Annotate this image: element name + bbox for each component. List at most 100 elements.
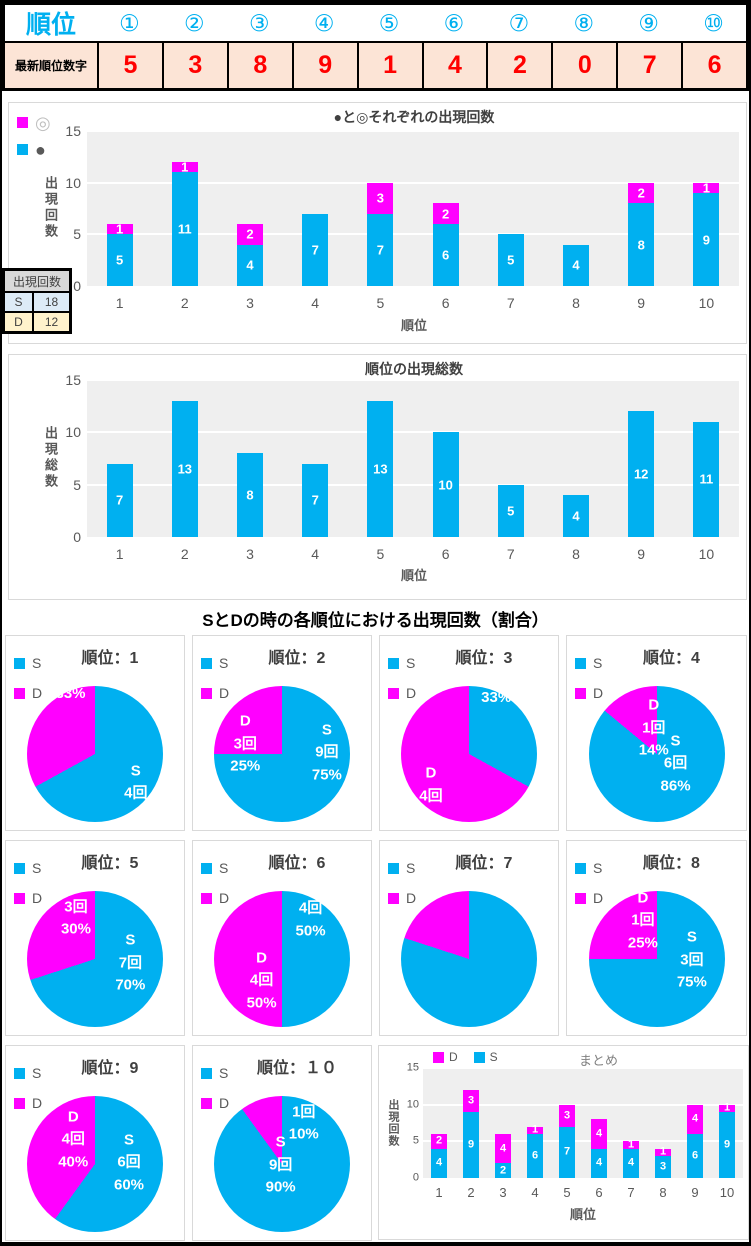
pie-data-label: S 4回 50% (295, 876, 326, 939)
legend-swatch-d (388, 892, 399, 904)
bar-segment-D (719, 1104, 735, 1112)
y-tick-label: 15 (406, 1061, 419, 1074)
bar-value-label: 12 (633, 466, 649, 482)
bar-value-label: 8 (637, 237, 645, 253)
bar-value-label: 5 (507, 252, 515, 268)
legend-swatch-d (14, 687, 25, 699)
x-tick-label: 2 (467, 1185, 475, 1200)
count-label-d[interactable]: D (5, 313, 34, 331)
latest-number-cell-7[interactable]: 2 (486, 43, 551, 88)
bar-value-label: 7 (376, 242, 384, 258)
total-bar-chart: 順位の出現総数 出現総数 0 5 10 15 7 1 13 2 8 3 7 4 13 5 10 6 5 7 4 8 12… (8, 354, 747, 600)
legend-item-s: S (473, 1050, 498, 1064)
bar-value-label: 2 (435, 1134, 443, 1147)
pie-title: 順位：2 (268, 650, 326, 667)
bar-segment-◎ (367, 182, 394, 214)
bar-value-label: 4 (595, 1127, 603, 1140)
x-tick-label: 6 (595, 1185, 603, 1200)
y-tick-label: 10 (65, 424, 81, 441)
bar-segment-D (527, 1126, 543, 1134)
bar-segment-D (655, 1148, 671, 1156)
x-tick-label: 3 (499, 1185, 507, 1200)
pie-title: 順位：6 (268, 855, 326, 872)
bar-value-label: 10 (438, 477, 453, 493)
rank-header-label: 順位 (25, 11, 76, 39)
pie-title: 順位：4 (643, 650, 700, 667)
bar-value-label: 3 (563, 1109, 571, 1122)
count-value-s[interactable]: 18 (44, 295, 59, 309)
bar-segment-S (559, 1126, 575, 1178)
legend-swatch-s (201, 862, 212, 874)
latest-number-cell-2[interactable]: 3 (161, 43, 227, 88)
bar-value-label: 4 (435, 1156, 443, 1169)
legend-label-s: S (32, 860, 42, 876)
y-tick-label: 5 (73, 476, 81, 493)
bar-value-label: 11 (699, 471, 714, 487)
gridline (87, 379, 739, 381)
bar-segment-● (237, 244, 263, 286)
gridline (87, 483, 739, 486)
bar-value-label: 6 (691, 1149, 699, 1162)
gridline (87, 130, 739, 132)
y-tick-label: 15 (65, 123, 81, 139)
bar-value-label: 13 (177, 461, 193, 477)
bar-segment-S (591, 1148, 607, 1178)
x-tick-label: 10 (719, 1185, 735, 1200)
legend-label-s: S (32, 655, 42, 671)
legend-label-s: S (593, 655, 603, 671)
latest-number-cell-3[interactable]: 8 (226, 43, 292, 88)
pie-legend: S D (14, 648, 42, 708)
bar-segment-◎ (106, 224, 133, 235)
latest-number-cell-4[interactable]: 9 (291, 43, 357, 88)
rank-symbol-1: ① (119, 9, 140, 36)
latest-number-cell-1[interactable]: 5 (97, 43, 162, 88)
bar-value-label: 9 (467, 1138, 475, 1151)
bar-value-label: 5 (115, 252, 124, 268)
latest-number-row: 最新順位数字 5 3 8 9 1 4 2 0 7 6 (5, 41, 746, 88)
bar-value-label: 13 (373, 461, 388, 477)
x-tick-label: 8 (572, 546, 580, 562)
plot-area: 0 5 10 15 7 1 13 2 8 3 7 4 13 5 10 6 5 7 4 8 12 9 11 10 (65, 373, 739, 562)
double-circle-icon: ◎ (35, 112, 51, 133)
bar-segment-S (687, 1134, 703, 1178)
bar-value-label: 1 (702, 180, 710, 196)
bar-segment-● (171, 172, 198, 286)
latest-number-cell-5[interactable]: 1 (356, 43, 422, 88)
x-tick-label: 9 (637, 546, 646, 562)
pie-data-label: 33% (55, 684, 86, 702)
x-tick-label: 5 (563, 1185, 571, 1200)
count-label-s[interactable]: S (5, 293, 34, 311)
pie-legend: S D (575, 853, 603, 913)
legend-label-d: D (32, 685, 43, 701)
pie-legend: S D (201, 853, 229, 913)
count-value-d[interactable]: 12 (44, 315, 59, 329)
count-row-s: S 18 (5, 291, 69, 311)
bar-segment-● (628, 203, 655, 286)
gridline (423, 1140, 743, 1143)
bar-segment-● (563, 244, 589, 286)
pie-chart: D 1回 14% S 6回 86% (588, 686, 725, 822)
pie-legend: S D (14, 1058, 42, 1118)
latest-number-cell-9[interactable]: 7 (616, 43, 681, 88)
latest-number-cell-8[interactable]: 0 (551, 43, 616, 88)
bar-value-label: 9 (702, 232, 710, 247)
legend-item-d: D (433, 1050, 458, 1064)
legend-label-d: D (406, 890, 417, 906)
pie-data-label: 33% (481, 688, 512, 706)
bar-value-label: 3 (376, 190, 384, 206)
latest-number-cell-6[interactable]: 4 (421, 43, 487, 88)
pie-data-label: D 1回 10% (288, 1080, 319, 1143)
pie-legend: S D (14, 853, 42, 913)
rank-symbol-9: ⑨ (638, 9, 660, 36)
pie-chart: D 3回 30% S 7回 70% (27, 876, 163, 1027)
bar-segment-◎ (171, 162, 198, 173)
legend-swatch-magenta (17, 117, 28, 128)
pie-card-rank-3: S D 順位：3 33% D 4回 (379, 635, 559, 831)
bar-segment-● (106, 234, 133, 286)
legend-label-d: D (449, 1050, 458, 1064)
latest-number-cell-10[interactable]: 6 (681, 43, 746, 88)
x-tick-label: 7 (506, 546, 515, 562)
pie-data-label: D 4回 50% (246, 949, 277, 1011)
chart-title: 順位の出現総数 (365, 361, 463, 377)
rank-symbol-4: ④ (313, 9, 335, 36)
